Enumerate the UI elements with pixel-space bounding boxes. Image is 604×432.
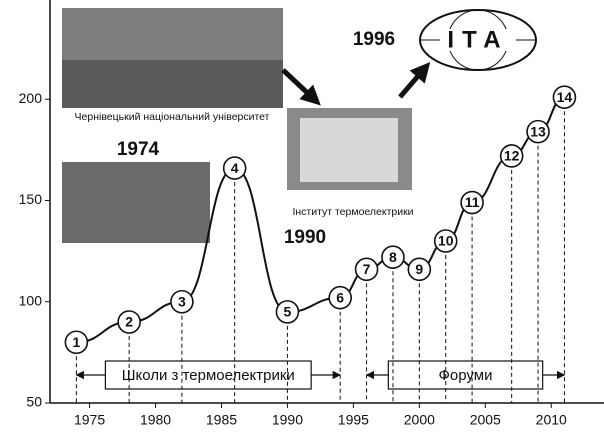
x-tick-label: 2005 (470, 412, 501, 428)
point-label: 1 (72, 334, 80, 350)
group-photo (62, 162, 210, 243)
y-tick-label: 100 (19, 292, 43, 308)
point-label: 10 (438, 233, 454, 249)
point-label: 9 (415, 261, 423, 277)
point-label: 13 (530, 123, 546, 139)
point-label: 8 (389, 249, 397, 265)
point-label: 6 (336, 289, 344, 305)
point-label: 7 (363, 261, 371, 277)
annotation: Інститут термоелектрики (292, 206, 413, 218)
institute-building (300, 118, 398, 182)
point-label: 3 (178, 293, 186, 309)
annotation: Чернівецький національний університет (75, 111, 270, 123)
x-tick-label: 2000 (404, 412, 435, 428)
arrow (283, 70, 315, 100)
point-label: 12 (504, 148, 520, 164)
y-tick-label: 50 (26, 394, 42, 410)
x-tick-label: 1995 (338, 412, 369, 428)
annotation: 1996 (353, 29, 395, 50)
university-photo-shade (62, 60, 283, 108)
period-label: Школи з термоелектрики (122, 367, 295, 384)
logo: ІТА (447, 26, 508, 53)
chart: ІТА Чернівецький національний університе… (0, 0, 604, 432)
y-tick-label: 150 (19, 191, 43, 207)
point-label: 11 (465, 194, 480, 210)
x-tick-label: 1980 (140, 412, 171, 428)
annotation: 1974 (117, 139, 160, 160)
page: {"chart_data": {"type": "line", "x": [19… (0, 0, 604, 432)
point-label: 4 (231, 160, 239, 176)
x-tick-label: 1990 (272, 412, 303, 428)
x-tick-label: 1975 (74, 412, 105, 428)
point-label: 2 (125, 314, 133, 330)
y-tick-label: 200 (19, 90, 43, 106)
period-label: Форуми (439, 367, 493, 384)
point-label: 5 (284, 304, 292, 320)
x-tick-label: 2010 (536, 412, 567, 428)
annotation: 1990 (284, 227, 326, 248)
arrow (400, 68, 425, 97)
x-tick-label: 1985 (206, 412, 237, 428)
point-label: 14 (557, 89, 573, 105)
